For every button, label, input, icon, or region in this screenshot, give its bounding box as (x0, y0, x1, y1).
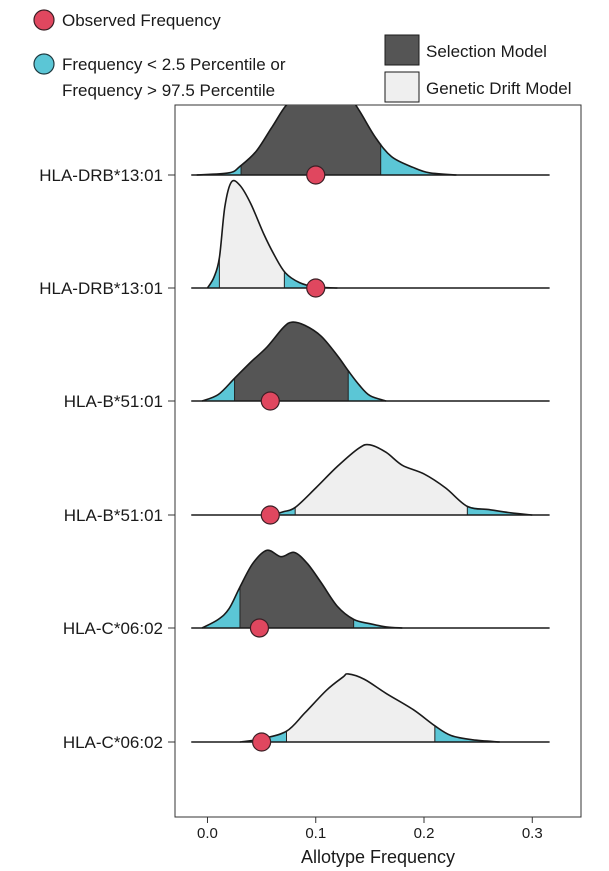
observed-frequency-point (260, 391, 280, 411)
ridge-density-area (239, 673, 500, 742)
ridge-outline (272, 443, 533, 516)
y-tick-label: HLA-B*51:01 (64, 506, 163, 525)
legend-observed-swatch (33, 9, 55, 31)
legend-selection-swatch (384, 34, 420, 66)
ridge-series (191, 673, 550, 752)
observed-frequency-point (249, 618, 270, 638)
legend-drift-label: Genetic Drift Model (426, 79, 572, 98)
x-tick-label: 0.3 (522, 825, 543, 842)
legend-observed-label: Observed Frequency (62, 11, 221, 30)
legend-percentile-label-line2: Frequency > 97.5 Percentile (62, 81, 275, 100)
x-tick-label: 0.2 (414, 825, 435, 842)
ridge-outline (201, 549, 403, 629)
ridge-lower-tail (202, 378, 235, 401)
ridge-upper-tail (434, 725, 500, 742)
observed-frequency-point (306, 278, 326, 298)
legend-percentile-label-line1: Frequency < 2.5 Percentile or (62, 55, 286, 74)
y-tick-labels: HLA-DRB*13:01 HLA-DRB*13:01 HLA-B*51:01 HLA… (39, 166, 175, 752)
y-tick-label: HLA-C*06:02 (63, 619, 163, 638)
observed-frequency-point (252, 732, 272, 752)
ridge-series (191, 321, 550, 411)
ridge-lower-tail (202, 586, 240, 628)
observed-frequency-point (306, 165, 326, 185)
ridge-outline (206, 179, 338, 289)
ridge-upper-tail (380, 143, 457, 175)
y-tick-label: HLA-C*06:02 (63, 733, 163, 752)
y-tick-label: HLA-B*51:01 (64, 392, 163, 411)
legend-percentile-swatch (33, 53, 55, 75)
ridge-series (191, 549, 550, 638)
y-tick-label: HLA-DRB*13:01 (39, 279, 163, 298)
ridge-density-area (202, 322, 387, 401)
ridge-outline (239, 673, 500, 743)
ridge-density-area (202, 550, 403, 628)
ridge-series (191, 179, 550, 298)
ridge-series (191, 443, 550, 525)
legend-selection-label: Selection Model (426, 42, 547, 61)
x-tick-label: 0.0 (197, 825, 218, 842)
ridge-lower-tail (207, 257, 220, 288)
ridge-lower-tail (272, 507, 296, 515)
ridge-upper-tail (353, 619, 403, 628)
ridge-outline (196, 105, 457, 176)
ridge-lower-tail (239, 731, 287, 742)
x-axis: 0.0 0.1 0.2 0.3 (197, 817, 543, 842)
ridge-density-area (272, 444, 533, 515)
ridges (191, 105, 550, 752)
legend-drift-swatch (384, 71, 420, 103)
ridge-upper-tail (284, 271, 338, 288)
x-tick-label: 0.1 (305, 825, 326, 842)
ridge-upper-tail (348, 370, 387, 401)
legend: Observed Frequency Frequency < 2.5 Percen… (33, 9, 572, 103)
ridge-lower-tail (196, 165, 242, 175)
ridge-upper-tail (467, 506, 533, 515)
ridge-density-area (207, 180, 338, 288)
ridge-outline (201, 321, 387, 402)
y-tick-label: HLA-DRB*13:01 (39, 166, 163, 185)
x-axis-label: Allotype Frequency (301, 847, 455, 867)
observed-frequency-point (260, 505, 280, 525)
ridge-series (191, 105, 550, 185)
